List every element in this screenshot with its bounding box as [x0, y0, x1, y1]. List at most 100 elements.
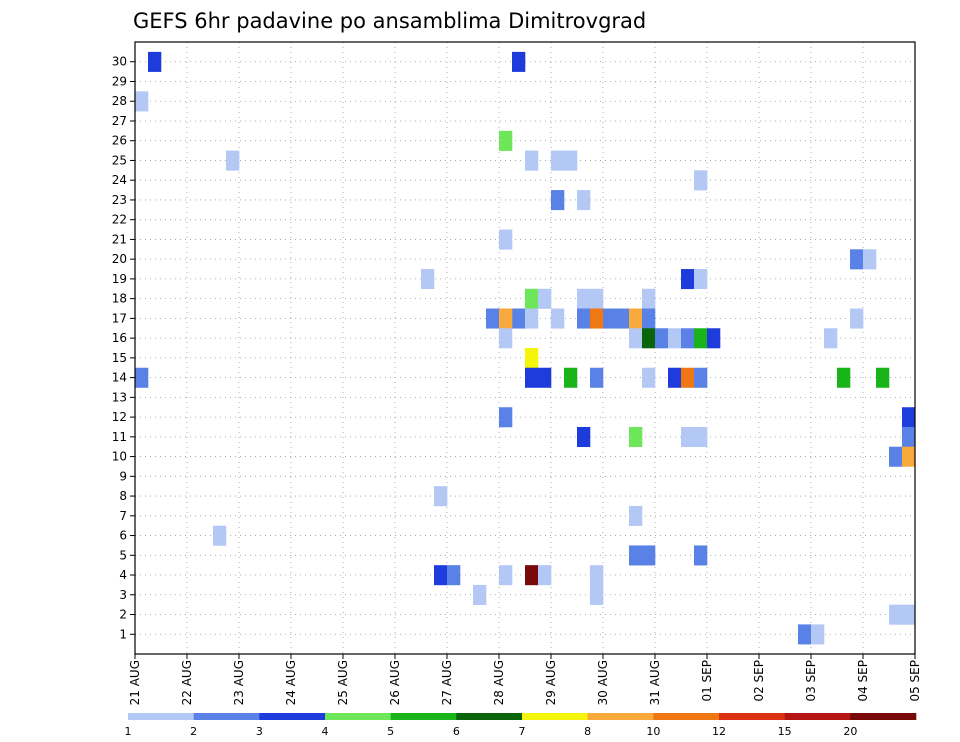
y-tick-label: 12: [112, 410, 127, 424]
precip-cell: [694, 328, 708, 349]
precip-cell: [499, 308, 513, 329]
x-tick-label: 04 SEP: [856, 660, 870, 702]
precip-cell: [577, 190, 591, 211]
y-tick-label: 7: [119, 509, 127, 523]
precip-cell: [629, 308, 643, 329]
precip-cell: [837, 367, 851, 388]
legend-swatch: [653, 713, 720, 720]
precip-cell: [889, 604, 903, 625]
precip-cell: [889, 446, 903, 467]
legend-swatch: [259, 713, 326, 720]
y-tick-label: 1: [119, 627, 127, 641]
precip-cell: [525, 348, 539, 369]
x-tick-label: 03 SEP: [804, 660, 818, 702]
precip-cell: [512, 51, 526, 72]
x-tick-label: 31 AUG: [648, 660, 662, 705]
legend-swatch: [719, 713, 785, 720]
legend-swatch: [784, 713, 851, 720]
precip-cell: [694, 269, 708, 290]
precip-cell: [629, 505, 643, 526]
x-tick-label: 25 AUG: [336, 660, 350, 705]
y-tick-label: 24: [112, 173, 127, 187]
x-tick-label: 05 SEP: [908, 660, 922, 702]
precip-cell: [642, 288, 656, 309]
legend-label: 1: [125, 725, 132, 738]
y-tick-label: 22: [112, 213, 127, 227]
y-axis: 1234567891011121314151617181920212223242…: [112, 55, 135, 641]
precip-cell: [850, 249, 864, 270]
precip-cell: [577, 288, 591, 309]
precip-cell: [590, 584, 604, 605]
precip-cell: [616, 308, 630, 329]
y-tick-label: 16: [112, 331, 127, 345]
precip-cell: [538, 288, 552, 309]
y-tick-label: 23: [112, 193, 127, 207]
y-tick-label: 17: [112, 311, 127, 325]
precip-cell: [642, 328, 656, 349]
x-tick-label: 26 AUG: [388, 660, 402, 705]
precip-cell: [668, 328, 682, 349]
legend-swatch: [456, 713, 523, 720]
precip-cell: [590, 565, 604, 586]
precip-cell: [798, 624, 812, 645]
legend-swatch: [128, 713, 194, 720]
y-tick-label: 6: [119, 529, 127, 543]
x-tick-label: 30 AUG: [596, 660, 610, 705]
precip-cell: [512, 308, 526, 329]
precip-cell: [850, 308, 864, 329]
precip-cell: [902, 426, 916, 448]
x-tick-label: 27 AUG: [440, 660, 454, 705]
precip-cell: [226, 150, 240, 171]
y-tick-label: 21: [112, 232, 127, 246]
y-tick-label: 11: [112, 430, 127, 444]
y-tick-label: 19: [112, 272, 127, 286]
legend-swatch: [193, 713, 260, 720]
precip-cell: [148, 51, 162, 72]
y-tick-label: 3: [119, 588, 127, 602]
legend-swatch: [325, 713, 391, 720]
y-tick-label: 28: [112, 94, 127, 108]
y-tick-label: 13: [112, 390, 127, 404]
precip-cell: [603, 308, 617, 329]
precip-cell: [135, 367, 149, 388]
precip-cell: [421, 269, 435, 290]
y-tick-label: 25: [112, 153, 127, 167]
legend-label: 12: [712, 725, 726, 738]
y-tick-label: 8: [119, 489, 127, 503]
chart-title: GEFS 6hr padavine po ansamblima Dimitrov…: [133, 9, 646, 33]
precip-cell: [902, 407, 916, 428]
legend-label: 20: [843, 725, 857, 738]
legend-label: 4: [322, 725, 329, 738]
precip-cell: [577, 426, 591, 448]
y-tick-label: 9: [119, 469, 127, 483]
precip-cell: [525, 367, 539, 388]
precip-cell: [525, 565, 539, 586]
precip-cell: [577, 308, 591, 329]
precip-cell: [473, 584, 487, 605]
precip-cell: [434, 486, 448, 507]
precip-cell: [551, 150, 565, 171]
precip-cell: [642, 545, 656, 566]
precip-cell: [499, 565, 513, 586]
data-cells: [135, 51, 916, 645]
precip-cell: [681, 426, 695, 448]
y-tick-label: 4: [119, 568, 127, 582]
legend-label: 3: [256, 725, 263, 738]
precip-cell: [694, 170, 708, 191]
y-tick-label: 18: [112, 292, 127, 306]
precip-cell: [590, 308, 604, 329]
precip-cell: [681, 367, 695, 388]
precip-cell: [538, 367, 552, 388]
precip-cell: [590, 288, 604, 309]
precip-cell: [499, 328, 513, 349]
legend-label: 6: [453, 725, 460, 738]
precip-cell: [499, 130, 513, 151]
legend-label: 7: [519, 725, 526, 738]
plot-frame: [134, 41, 916, 655]
precip-cell: [642, 308, 656, 329]
legend-swatch: [587, 713, 654, 720]
precip-cell: [538, 565, 552, 586]
precip-cell: [499, 229, 513, 250]
precip-cell: [590, 367, 604, 388]
